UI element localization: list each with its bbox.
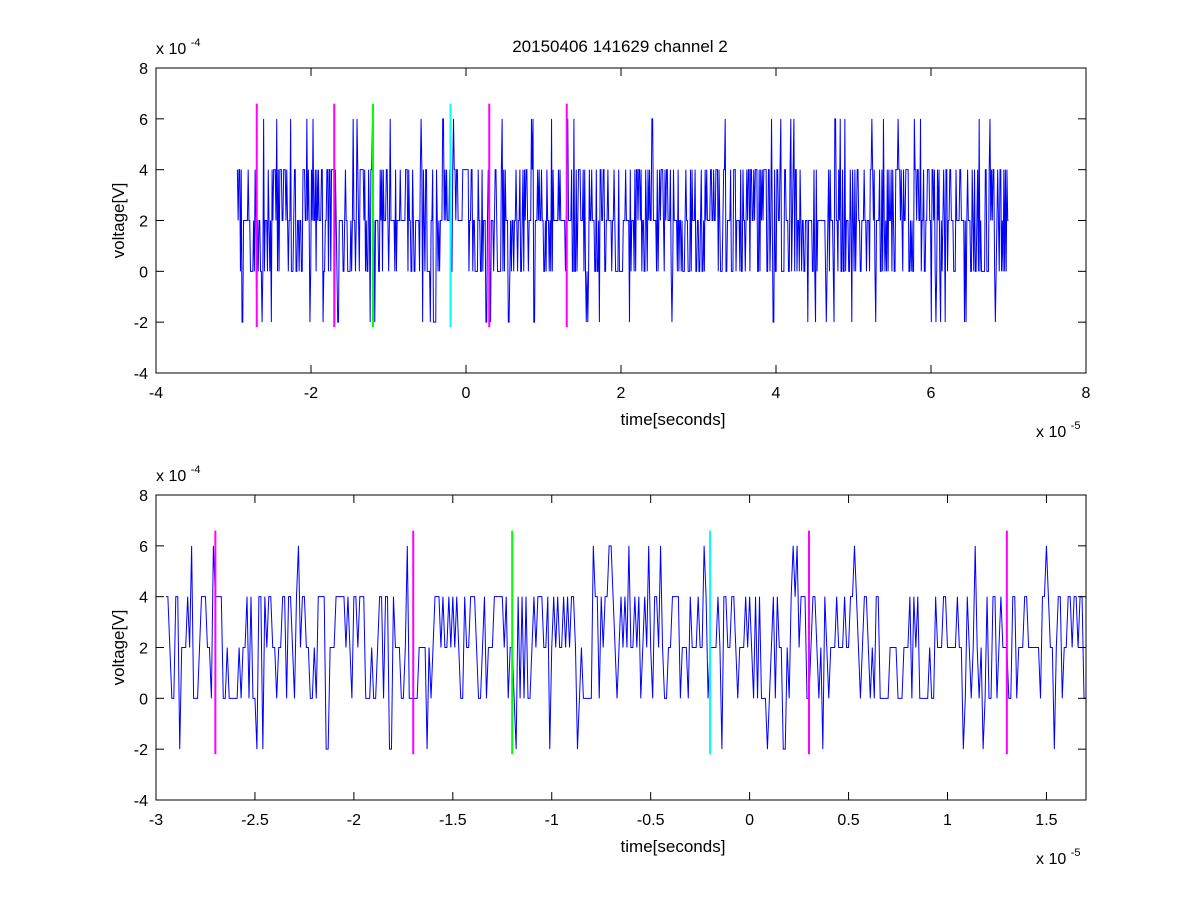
signal-trace bbox=[236, 118, 1009, 323]
x-tick-label: -4 bbox=[149, 385, 163, 402]
x-tick-label: -1 bbox=[545, 812, 559, 829]
x-tick-label: -3 bbox=[149, 812, 163, 829]
y-tick-label: 0 bbox=[139, 264, 148, 281]
x-tick-label: 6 bbox=[927, 385, 936, 402]
y-tick-label: 8 bbox=[139, 61, 148, 78]
x-tick-label: -0.5 bbox=[637, 812, 665, 829]
x-tick-label: 1 bbox=[943, 812, 952, 829]
x-tick-label: 4 bbox=[772, 385, 781, 402]
x-tick-label: -2.5 bbox=[241, 812, 269, 829]
y-tick-label: -2 bbox=[134, 742, 148, 759]
y-axis-label: voltage[V] bbox=[109, 183, 128, 259]
x-tick-label: -2 bbox=[347, 812, 361, 829]
x-tick-label: 8 bbox=[1082, 385, 1091, 402]
y-axis-label: voltage[V] bbox=[109, 610, 128, 686]
x-tick-label: -2 bbox=[304, 385, 318, 402]
y-tick-label: 8 bbox=[139, 488, 148, 505]
y-tick-label: 2 bbox=[139, 641, 148, 658]
y-tick-label: -2 bbox=[134, 315, 148, 332]
y-tick-label: -4 bbox=[134, 793, 148, 810]
y-exponent-label: x 10 -4 bbox=[156, 464, 200, 485]
y-tick-label: 2 bbox=[139, 214, 148, 231]
y-tick-label: 6 bbox=[139, 539, 148, 556]
x-tick-label: 0.5 bbox=[837, 812, 859, 829]
top-plot: -4 -2 0 2 4 6 8 -4 -2 0 2 4 6 8 time[seconds] voltage[V… bbox=[109, 37, 1091, 441]
figure-title: 20150406 141629 channel 2 bbox=[512, 37, 728, 56]
y-tick-label: 6 bbox=[139, 112, 148, 129]
x-tick-label: 1.5 bbox=[1035, 812, 1057, 829]
x-tick-label: 0 bbox=[745, 812, 754, 829]
bottom-plot: -3 -2.5 -2 -1.5 -1 -0.5 0 0.5 1 1.5 -4 -2 0 2 4 6 8 time[… bbox=[109, 464, 1087, 868]
y-exponent-superscript: -4 bbox=[191, 37, 201, 49]
x-axis-label: time[seconds] bbox=[621, 837, 726, 856]
x-tick-label: -1.5 bbox=[439, 812, 467, 829]
y-tick-label: 4 bbox=[139, 163, 148, 180]
x-tick-label: 0 bbox=[462, 385, 471, 402]
x-exponent-label: x 10 -5 bbox=[1036, 420, 1080, 441]
signal-trace bbox=[165, 545, 1086, 750]
x-exponent-superscript: -5 bbox=[1071, 847, 1081, 859]
y-tick-label: 4 bbox=[139, 590, 148, 607]
y-exponent-label: x 10 -4 bbox=[156, 37, 200, 58]
x-axis-label: time[seconds] bbox=[621, 410, 726, 429]
y-tick-label: 0 bbox=[139, 691, 148, 708]
x-exponent-label: x 10 -5 bbox=[1036, 847, 1080, 868]
x-exponent-superscript: -5 bbox=[1071, 420, 1081, 432]
x-tick-label: 2 bbox=[617, 385, 626, 402]
y-tick-label: -4 bbox=[134, 366, 148, 383]
y-exponent-superscript: -4 bbox=[191, 464, 201, 476]
